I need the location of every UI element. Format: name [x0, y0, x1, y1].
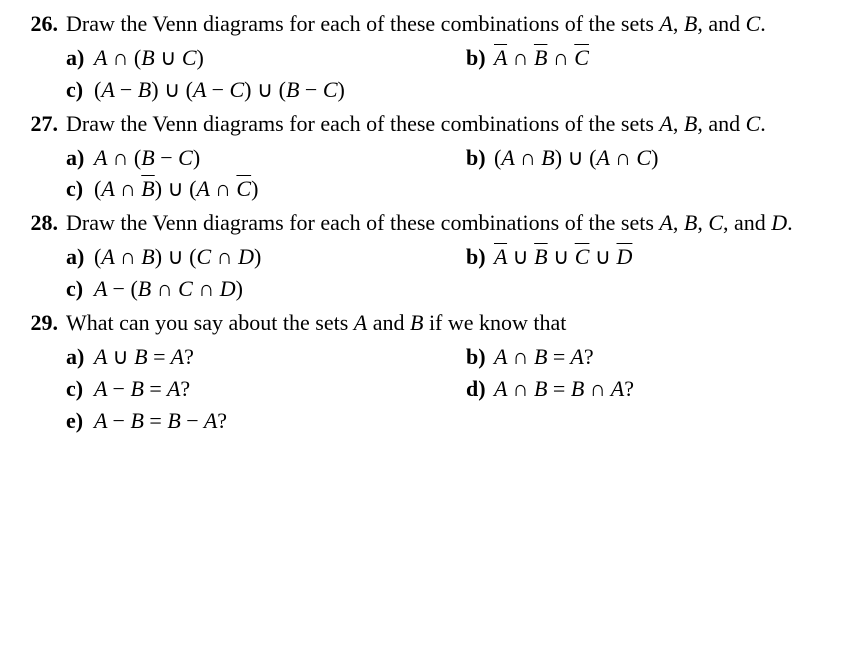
problem-body: What can you say about the sets A and B …	[66, 307, 844, 437]
problem: 27.Draw the Venn diagrams for each of th…	[18, 108, 844, 206]
math-expression: (A ∩ B) ∪ (A ∩ C)	[494, 142, 658, 174]
set-variable: B	[684, 11, 697, 36]
set-variable: C	[746, 111, 761, 136]
problem-text: Draw the Venn diagrams for each of these…	[66, 108, 844, 140]
problem-part: c)(A ∩ B) ∪ (A ∩ C)	[66, 173, 466, 205]
part-label: b)	[466, 241, 494, 273]
problem-body: Draw the Venn diagrams for each of these…	[66, 207, 844, 305]
set-variable: A	[659, 210, 672, 235]
problem-part: a)A ∪ B = A?	[66, 341, 466, 373]
parts-row: c)A − (B ∩ C ∩ D)	[66, 273, 844, 305]
set-variable: A	[659, 111, 672, 136]
problem-number: 29.	[18, 307, 66, 339]
math-expression: A − B = A?	[94, 373, 190, 405]
problem-number: 28.	[18, 207, 66, 239]
part-label: c)	[66, 74, 94, 106]
problem-part: b)A ∩ B ∩ C	[466, 42, 844, 74]
problem-part: b)A ∩ B = A?	[466, 341, 844, 373]
set-variable: C	[708, 210, 723, 235]
parts-row: a)A ∪ B = A?b)A ∩ B = A?	[66, 341, 844, 373]
math-expression: A ∩ (B ∪ C)	[94, 42, 204, 74]
part-label: b)	[466, 142, 494, 174]
problem-part: b)A ∪ B ∪ C ∪ D	[466, 241, 844, 273]
part-label: c)	[66, 173, 94, 205]
problem-part: c)A − (B ∩ C ∩ D)	[66, 273, 466, 305]
parts-row: a)(A ∩ B) ∪ (C ∩ D)b)A ∪ B ∪ C ∪ D	[66, 241, 844, 273]
part-label: a)	[66, 142, 94, 174]
math-expression: (A ∩ B) ∪ (C ∩ D)	[94, 241, 261, 273]
math-expression: A − B = B − A?	[94, 405, 227, 437]
problem-part: a)A ∩ (B − C)	[66, 142, 466, 174]
math-expression: A ∩ B = A?	[494, 341, 594, 373]
math-expression: (A − B) ∪ (A − C) ∪ (B − C)	[94, 74, 345, 106]
set-variable: B	[684, 111, 697, 136]
math-expression: A ∩ (B − C)	[94, 142, 200, 174]
part-label: b)	[466, 42, 494, 74]
set-variable: D	[771, 210, 787, 235]
part-label: c)	[66, 273, 94, 305]
set-variable: C	[746, 11, 761, 36]
problem-part: a)(A ∩ B) ∪ (C ∩ D)	[66, 241, 466, 273]
problem-body: Draw the Venn diagrams for each of these…	[66, 108, 844, 206]
part-label: a)	[66, 241, 94, 273]
math-expression: A ∪ B ∪ C ∪ D	[494, 241, 632, 273]
part-label: e)	[66, 405, 94, 437]
problem-part: b)(A ∩ B) ∪ (A ∩ C)	[466, 142, 844, 174]
problem: 29.What can you say about the sets A and…	[18, 307, 844, 437]
parts-row: a)A ∩ (B − C)b)(A ∩ B) ∪ (A ∩ C)	[66, 142, 844, 174]
part-label: a)	[66, 341, 94, 373]
math-expression: A ∪ B = A?	[94, 341, 194, 373]
parts-row: c)(A − B) ∪ (A − C) ∪ (B − C)	[66, 74, 844, 106]
problem-number: 26.	[18, 8, 66, 40]
math-expression: A ∩ B = B ∩ A?	[494, 373, 634, 405]
part-label: b)	[466, 341, 494, 373]
set-variable: B	[410, 310, 423, 335]
page: 26.Draw the Venn diagrams for each of th…	[0, 0, 862, 455]
problem-part: e)A − B = B − A?	[66, 405, 466, 437]
problem: 28.Draw the Venn diagrams for each of th…	[18, 207, 844, 305]
set-variable: A	[659, 11, 672, 36]
math-expression: (A ∩ B) ∪ (A ∩ C)	[94, 173, 258, 205]
problem-text: Draw the Venn diagrams for each of these…	[66, 207, 844, 239]
part-label: c)	[66, 373, 94, 405]
problem-text: What can you say about the sets A and B …	[66, 307, 844, 339]
parts-row: c)A − B = A?d)A ∩ B = B ∩ A?	[66, 373, 844, 405]
problem-part: a)A ∩ (B ∪ C)	[66, 42, 466, 74]
set-variable: B	[684, 210, 697, 235]
part-label: d)	[466, 373, 494, 405]
problem-text: Draw the Venn diagrams for each of these…	[66, 8, 844, 40]
problem-part: c)A − B = A?	[66, 373, 466, 405]
problem: 26.Draw the Venn diagrams for each of th…	[18, 8, 844, 106]
set-variable: A	[354, 310, 367, 335]
math-expression: A − (B ∩ C ∩ D)	[94, 273, 243, 305]
problem-body: Draw the Venn diagrams for each of these…	[66, 8, 844, 106]
part-label: a)	[66, 42, 94, 74]
problem-part: c)(A − B) ∪ (A − C) ∪ (B − C)	[66, 74, 466, 106]
math-expression: A ∩ B ∩ C	[494, 42, 589, 74]
problem-part: d)A ∩ B = B ∩ A?	[466, 373, 844, 405]
parts-row: e)A − B = B − A?	[66, 405, 844, 437]
parts-row: a)A ∩ (B ∪ C)b)A ∩ B ∩ C	[66, 42, 844, 74]
parts-row: c)(A ∩ B) ∪ (A ∩ C)	[66, 173, 844, 205]
problem-number: 27.	[18, 108, 66, 140]
